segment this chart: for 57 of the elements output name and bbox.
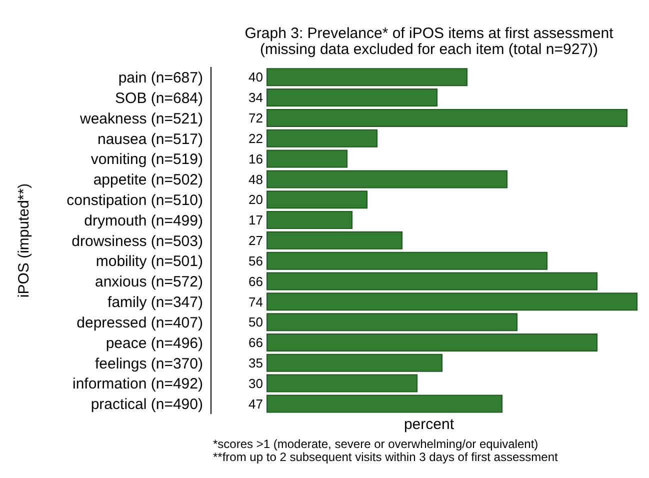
bar (266, 313, 518, 332)
y-tick-label: drowsiness (n=503) (72, 232, 203, 250)
bar (266, 68, 468, 86)
text: *scores >1 (moderate, severe or overwhelming/or equivalent) (213, 437, 540, 451)
data-label: 30 (248, 376, 263, 391)
bar (266, 211, 352, 230)
bar (266, 333, 598, 352)
y-tick-label: practical (n=490) (90, 396, 203, 414)
bar (266, 354, 442, 372)
y-tick-label: mobility (n=501) (96, 253, 203, 270)
bar (266, 190, 368, 209)
chart-title: Graph 3: Prevelance* of iPOS items at first assessment (244, 25, 614, 42)
y-tick-label: feelings (n=370) (95, 355, 203, 372)
bar (266, 272, 598, 290)
data-label: 35 (248, 356, 263, 371)
y-tick-label: weakness (n=521) (79, 110, 203, 128)
bar (266, 374, 418, 392)
data-label: 17 (248, 212, 263, 228)
y-tick-label: peace (n=496) (106, 334, 204, 352)
y-tick-label: appetite (n=502) (93, 172, 203, 189)
data-label: 20 (248, 192, 263, 208)
y-tick-label: pain (n=687) (118, 70, 203, 87)
y-tick-label: vomiting (n=519) (90, 151, 203, 168)
data-label: 22 (248, 130, 263, 146)
text: **from up to 2 subsequent visits within 3 days of first assessment (213, 450, 558, 464)
y-tick-label: family (n=347) (108, 294, 203, 312)
data-label: 72 (248, 110, 263, 126)
bar (266, 170, 508, 188)
data-label: 50 (248, 314, 263, 330)
data-label: 16 (248, 151, 263, 166)
bar (266, 394, 502, 413)
y-tick-label: nausea (n=517) (98, 130, 204, 148)
chart-subtitle: (missing data excluded for each item (total n=927)) (260, 41, 600, 58)
bar (266, 88, 438, 107)
y-tick-label: SOB (n=684) (115, 90, 203, 107)
bar (266, 150, 348, 168)
x-axis-title: percent (402, 416, 456, 433)
data-label: 47 (248, 396, 263, 412)
y-tick-label: information (n=492) (72, 376, 203, 393)
data-label: 48 (248, 172, 263, 187)
y-axis-title: iPOS (imputed**) (15, 183, 32, 298)
bar (266, 292, 638, 311)
bar (266, 108, 628, 127)
y-tick-label: depressed (n=407) (76, 314, 203, 332)
bar (266, 129, 378, 148)
data-label: 74 (248, 294, 263, 310)
data-label: 34 (248, 90, 263, 106)
y-tick-label: drymouth (n=499) (84, 212, 203, 230)
y-tick-label: constipation (n=510) (66, 192, 203, 209)
data-label: 66 (248, 335, 263, 350)
data-label: 66 (248, 274, 263, 289)
data-label: 40 (248, 70, 263, 85)
y-tick-label: anxious (n=572) (95, 274, 203, 291)
bar (266, 231, 402, 250)
bar (266, 252, 548, 270)
data-label: 56 (248, 253, 263, 268)
data-label: 27 (248, 233, 263, 248)
